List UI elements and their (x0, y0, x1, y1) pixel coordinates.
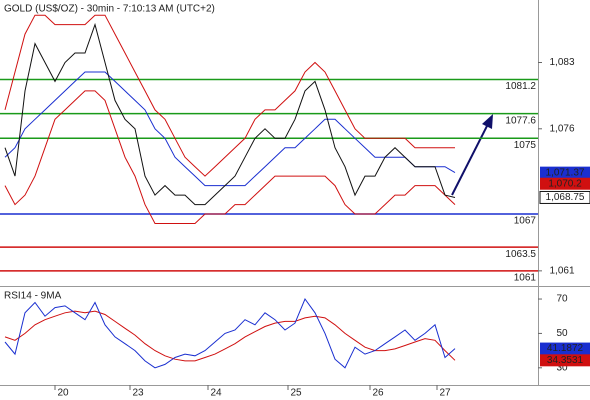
price-badge (540, 177, 590, 190)
level-label: 1081.2 (505, 81, 536, 92)
y-tick-label: 30 (556, 362, 568, 373)
price-badge-label: 34.3531 (547, 355, 584, 366)
level-label: 1075 (514, 140, 537, 151)
x-tick-label: 27 (439, 388, 451, 399)
x-tick-label: 23 (132, 388, 144, 399)
series-line (4, 297, 456, 369)
x-tick-label: 20 (57, 388, 69, 399)
price-badge (539, 190, 590, 204)
series-line (4, 310, 456, 362)
level-label: 1063.5 (505, 249, 536, 260)
price-badge-label: 1,071.37 (546, 167, 585, 178)
price-badge (540, 342, 590, 355)
price-badge-label: 1,070.2 (548, 178, 582, 189)
series-line (4, 71, 456, 187)
y-tick-label: 70 (556, 294, 568, 305)
panel-title: GOLD (US$/OZ) - 30min - 7:10:13 AM (UTC+… (4, 4, 215, 15)
x-tick-label: 26 (372, 388, 384, 399)
price-badge (540, 166, 590, 179)
arrow-head (482, 114, 493, 129)
series-line (4, 90, 456, 224)
y-tick-label: 1,076 (549, 123, 574, 134)
price-badge (540, 354, 590, 367)
trend-arrow (451, 123, 489, 196)
level-label: 1067 (514, 216, 537, 227)
y-tick-label: 1,061 (549, 265, 574, 276)
y-tick-label: 1,083 (549, 57, 574, 68)
level-label: 1061 (514, 272, 537, 283)
panel-title: RSI14 - 9MA (4, 291, 62, 302)
x-tick-label: 25 (290, 388, 302, 399)
series-line (4, 14, 455, 177)
level-label: 1077.6 (505, 115, 536, 126)
price-badge-label: 41.1872 (547, 343, 584, 354)
y-tick-label: 50 (556, 328, 568, 339)
price-badge-label: 1,068.75 (546, 192, 585, 203)
series-line (4, 22, 456, 206)
x-tick-label: 24 (210, 388, 222, 399)
